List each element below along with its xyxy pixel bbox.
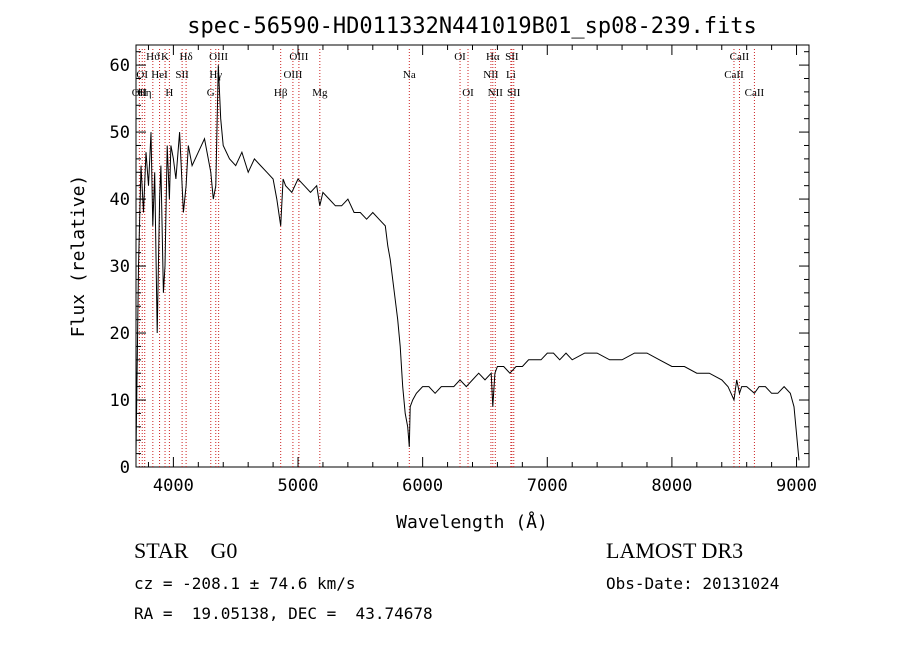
marker-lines (138, 49, 755, 467)
marker-label: Hη (138, 87, 152, 99)
plot-frame (135, 44, 810, 468)
marker-label: OI (136, 69, 148, 81)
marker-label: K (161, 51, 169, 63)
marker-label: Hγ (209, 69, 222, 81)
marker-labels: OIIOIHηHϑHeIKHSIIHδGHγOIIIHβOIIIOIIIMgNa… (132, 51, 765, 99)
class-label: STAR G0 (134, 538, 238, 563)
marker-label: Hδ (180, 51, 193, 63)
x-tick-label: 5000 (278, 476, 319, 496)
y-tick-label: 40 (110, 190, 130, 210)
marker-label: H (165, 87, 173, 99)
marker-label: OI (454, 51, 466, 63)
x-tick-label: 4000 (153, 476, 194, 496)
marker-label: OII (132, 87, 148, 99)
chart-title: spec-56590-HD011332N441019B01_sp08-239.f… (187, 14, 757, 39)
marker-label: OIII (283, 69, 302, 81)
marker-label: SII (505, 51, 519, 63)
y-tick-label: 0 (120, 458, 130, 478)
marker-label: Na (403, 69, 416, 81)
marker-label: OIII (289, 51, 308, 63)
marker-label: CaII (724, 69, 744, 81)
x-tick-label: 8000 (651, 476, 692, 496)
x-tick-label: 6000 (402, 476, 443, 496)
coordinates-label: RA = 19.05138, DEC = 43.74678 (134, 604, 433, 623)
y-axis-label: Flux (relative) (68, 175, 89, 338)
marker-label: CaII (730, 51, 750, 63)
marker-label: Hϑ (146, 51, 160, 63)
survey-label: LAMOST DR3 (606, 538, 744, 563)
marker-label: HeI (151, 69, 168, 81)
marker-label: NII (488, 87, 504, 99)
marker-label: CaII (745, 87, 765, 99)
y-tick-label: 30 (110, 257, 130, 277)
x-tick-label: 9000 (776, 476, 817, 496)
x-axis-label: Wavelength (Å) (396, 511, 548, 533)
y-tick-label: 10 (110, 391, 130, 411)
y-axis: 0 10 20 30 40 50 60 (110, 51, 809, 478)
marker-label: OI (462, 87, 474, 99)
spectrum-series-line (135, 65, 800, 461)
y-tick-label: 60 (110, 56, 130, 76)
redshift-label: cz = -208.1 ± 74.6 km/s (134, 574, 356, 593)
x-tick-label: 7000 (527, 476, 568, 496)
obs-date-label: Obs-Date: 20131024 (606, 574, 780, 593)
marker-label: G (207, 87, 215, 99)
marker-label: Hα (486, 51, 500, 63)
marker-label: Hβ (274, 87, 288, 99)
marker-label: NII (483, 69, 499, 81)
marker-label: Li (506, 69, 516, 81)
marker-label: OIII (209, 51, 228, 63)
marker-label: SII (175, 69, 189, 81)
x-axis: 4000 5000 6000 7000 8000 9000 (147, 45, 817, 496)
marker-label: Mg (312, 87, 328, 99)
y-tick-label: 50 (110, 123, 130, 143)
y-tick-label: 20 (110, 324, 130, 344)
marker-label: SII (507, 87, 521, 99)
